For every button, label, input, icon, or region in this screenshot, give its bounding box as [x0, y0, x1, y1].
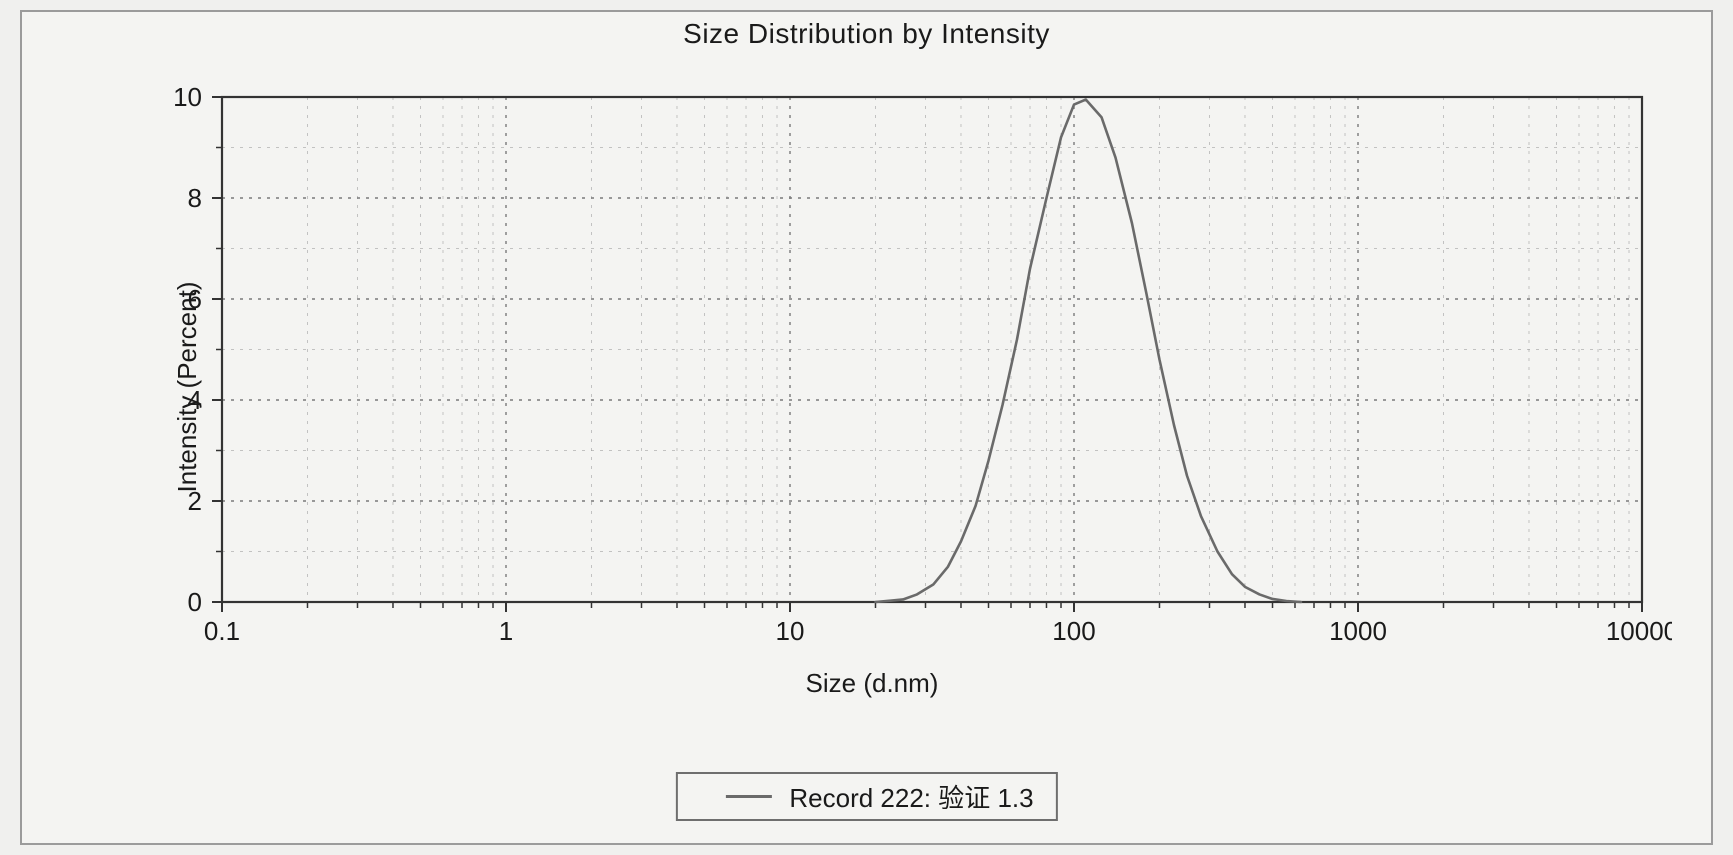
svg-text:10000: 10000: [1606, 616, 1672, 646]
svg-text:0: 0: [188, 587, 202, 617]
svg-text:1: 1: [499, 616, 513, 646]
legend-text: Record 222: 验证 1.3: [789, 778, 1033, 815]
svg-text:1000: 1000: [1329, 616, 1387, 646]
svg-text:0.1: 0.1: [204, 616, 240, 646]
svg-text:100: 100: [1052, 616, 1095, 646]
legend-box: Record 222: 验证 1.3: [675, 772, 1057, 821]
chart-svg: 0.11101001000100000246810: [72, 67, 1672, 707]
chart-area: Intensity (Percent) 0.111010010001000002…: [72, 67, 1672, 707]
svg-text:10: 10: [173, 82, 202, 112]
x-axis-label: Size (d.nm): [72, 668, 1672, 699]
legend-swatch: [725, 795, 771, 798]
svg-text:8: 8: [188, 183, 202, 213]
svg-text:10: 10: [776, 616, 805, 646]
y-axis-label: Intensity (Percent): [172, 282, 203, 493]
chart-title: Size Distribution by Intensity: [22, 18, 1711, 50]
chart-frame: Size Distribution by Intensity Intensity…: [20, 10, 1713, 845]
